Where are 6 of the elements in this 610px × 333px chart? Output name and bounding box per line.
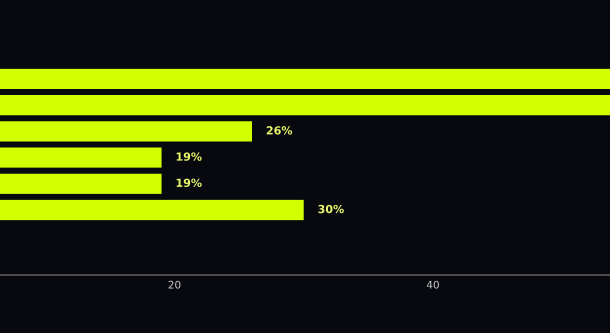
data-label: 19%: [176, 178, 202, 188]
data-label: 19%: [176, 152, 202, 161]
data-label: 26%: [266, 126, 292, 135]
x-tick-label: 40: [426, 280, 439, 289]
data-label: 30%: [318, 204, 344, 214]
x-tick-label: 20: [168, 280, 180, 289]
